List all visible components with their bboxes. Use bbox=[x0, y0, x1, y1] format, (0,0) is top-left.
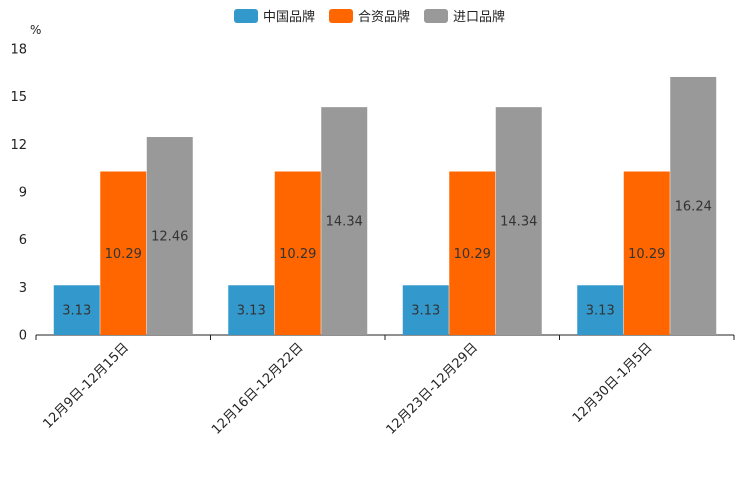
bar-1-4 bbox=[577, 285, 624, 335]
x-axis: 12月9日-12月15日 12月16日-12月22日 12月23日-12月29日 12… bbox=[35, 334, 735, 438]
bar-2-3 bbox=[449, 171, 496, 335]
y-tick-label: 0 bbox=[19, 329, 27, 344]
bar-3-4 bbox=[670, 76, 717, 335]
data-label: 10.29 bbox=[454, 247, 491, 262]
x-tick-label: 12月30日-1月5日 bbox=[570, 340, 656, 426]
legend: 中国品牌 合资品牌 进口品牌 bbox=[234, 9, 505, 25]
x-tick-label: 12月23日-12月29日 bbox=[384, 340, 481, 437]
data-label: 14.34 bbox=[326, 215, 363, 230]
y-axis-unit-label: % bbox=[30, 23, 41, 37]
y-tick-label: 18 bbox=[10, 43, 27, 58]
legend-label: 中国品牌 bbox=[263, 9, 315, 25]
x-tick-label: 12月16日-12月22日 bbox=[209, 340, 306, 437]
legend-swatch bbox=[329, 9, 353, 23]
y-tick-label: 9 bbox=[19, 186, 27, 201]
data-label: 3.13 bbox=[237, 304, 266, 319]
bar-1-2 bbox=[228, 285, 275, 335]
bar-1-1 bbox=[53, 285, 100, 335]
y-tick-label: 15 bbox=[10, 90, 27, 105]
legend-swatch bbox=[424, 9, 448, 23]
data-label: 12.46 bbox=[151, 230, 188, 245]
bar-1-3 bbox=[402, 285, 449, 335]
y-tick-label: 12 bbox=[10, 138, 27, 153]
data-label: 16.24 bbox=[675, 199, 712, 214]
bar-3-1 bbox=[146, 137, 193, 335]
bar-2-1 bbox=[100, 171, 147, 335]
data-label: 10.29 bbox=[628, 247, 665, 262]
legend-swatch bbox=[234, 9, 258, 23]
legend-label: 合资品牌 bbox=[358, 9, 410, 25]
data-label: 3.13 bbox=[62, 304, 91, 319]
data-label: 10.29 bbox=[105, 247, 142, 262]
data-labels: 3.13 3.13 3.13 3.13 10.29 10.29 10.29 10.29 12.4… bbox=[62, 199, 712, 318]
data-label: 14.34 bbox=[500, 215, 537, 230]
data-label: 3.13 bbox=[411, 304, 440, 319]
x-tick-label: 12月9日-12月15日 bbox=[40, 340, 132, 432]
data-label: 10.29 bbox=[279, 247, 316, 262]
y-tick-label: 3 bbox=[19, 281, 27, 296]
bar-3-3 bbox=[495, 107, 542, 335]
bar-3-2 bbox=[321, 107, 368, 335]
y-axis: 0 3 6 9 12 15 18 bbox=[10, 43, 27, 344]
data-label: 3.13 bbox=[586, 304, 615, 319]
bar-2-4 bbox=[623, 171, 670, 335]
legend-label: 进口品牌 bbox=[453, 9, 505, 25]
bar-2-2 bbox=[274, 171, 321, 335]
bars bbox=[53, 76, 717, 335]
y-tick-label: 6 bbox=[19, 233, 27, 248]
